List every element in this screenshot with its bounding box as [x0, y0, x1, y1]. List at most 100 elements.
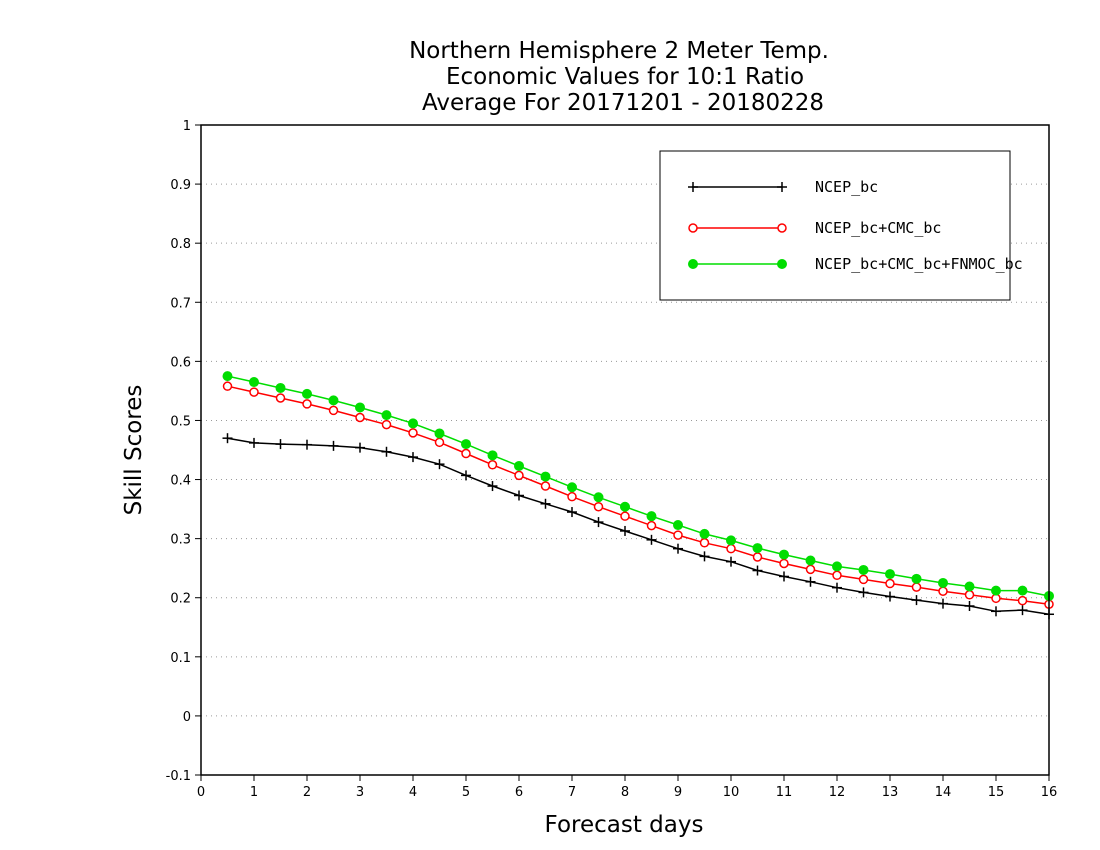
x-tick-label: 14: [935, 785, 952, 800]
data-point: [991, 585, 1001, 596]
data-point: [328, 405, 339, 416]
data-point: [699, 538, 710, 548]
legend-item: NCEP_bc+CMC_bc: [688, 219, 941, 237]
data-point: [673, 520, 683, 531]
data-point: [461, 439, 471, 450]
legend-marker: [688, 182, 698, 192]
data-point: [964, 601, 975, 611]
data-point: [249, 437, 259, 448]
data-point: [752, 543, 763, 554]
y-tick-label: 0.3: [170, 533, 191, 548]
x-tick-label: 8: [621, 785, 629, 800]
data-point: [514, 460, 524, 471]
data-point: [514, 470, 524, 481]
data-point: [911, 573, 922, 584]
legend-marker: [777, 182, 787, 192]
data-point: [620, 501, 630, 512]
data-point: [779, 558, 789, 569]
data-point: [461, 448, 471, 459]
legend-box: [659, 150, 1011, 301]
x-tick-label: 4: [409, 785, 417, 800]
data-point: [355, 402, 365, 413]
y-tick-label: 0.8: [170, 237, 191, 252]
series-lines: [222, 371, 1054, 620]
data-point: [911, 595, 922, 606]
data-point: [222, 433, 233, 444]
data-point: [355, 442, 365, 453]
data-point: [593, 501, 604, 512]
y-tick-label: 0.9: [170, 178, 191, 193]
chart-title-line-2: Economic Values for 10:1 Ratio: [446, 64, 804, 90]
data-point: [302, 439, 312, 450]
data-point: [752, 552, 763, 562]
x-tick-label: 12: [829, 785, 846, 800]
data-point: [540, 498, 551, 509]
data-point: [858, 574, 869, 585]
data-point: [249, 377, 259, 388]
y-tick-label: 0.1: [170, 651, 191, 666]
data-point: [381, 446, 392, 457]
data-point: [487, 460, 498, 470]
data-point: [328, 440, 339, 451]
series-3: [222, 371, 1054, 601]
data-point: [328, 395, 339, 406]
legend-marker: [688, 259, 698, 269]
series-line: [227, 375, 1050, 597]
data-point: [434, 428, 445, 439]
legend-label: NCEP_bc+CMC_bc: [815, 219, 941, 237]
data-point: [461, 470, 471, 481]
y-tick-label: 0.6: [170, 355, 191, 370]
data-point: [805, 564, 816, 575]
series-2: [222, 381, 1054, 609]
chart-title-line-1: Northern Hemisphere 2 Meter Temp.: [409, 38, 829, 64]
legend: NCEP_bc NCEP_bc+CMC_bc NCEP_bc+CMC_bc+FNMO…: [659, 150, 1023, 301]
x-tick-label: 1: [250, 785, 258, 800]
data-point: [540, 481, 551, 491]
x-tick-label: 16: [1041, 785, 1058, 800]
data-point: [646, 520, 657, 531]
data-point: [1017, 595, 1028, 606]
series-1: [222, 433, 1054, 620]
y-tick-label: 0: [183, 710, 191, 725]
legend-marker: [777, 259, 787, 269]
x-axis-label: Forecast days: [545, 812, 704, 838]
x-tick-label: 15: [988, 785, 1005, 800]
legend-label: NCEP_bc+CMC_bc+FNMOC_bc: [815, 255, 1023, 273]
data-point: [911, 582, 922, 592]
data-point: [885, 591, 895, 602]
chart-title: Northern Hemisphere 2 Meter Temp. Econom…: [409, 38, 829, 116]
data-point: [302, 399, 312, 409]
data-point: [567, 507, 577, 518]
data-point: [832, 582, 842, 593]
legend-marker: [777, 223, 787, 233]
data-point: [222, 371, 233, 382]
legend-item: NCEP_bc: [688, 178, 878, 196]
x-tick-label: 0: [197, 785, 205, 800]
chart-title-line-3: Average For 20171201 - 20180228: [422, 90, 824, 116]
data-point: [964, 590, 975, 600]
data-point: [408, 452, 418, 463]
data-point: [938, 598, 948, 609]
y-tick-label: 0.7: [170, 296, 191, 311]
data-point: [1017, 585, 1028, 596]
data-point: [408, 428, 418, 438]
data-point: [964, 581, 975, 592]
data-point: [487, 450, 498, 461]
data-point: [275, 393, 286, 403]
data-point: [514, 490, 524, 501]
x-tick-label: 13: [882, 785, 899, 800]
data-point: [593, 517, 604, 528]
x-tick-label: 3: [356, 785, 364, 800]
data-point: [249, 387, 259, 397]
data-point: [858, 587, 869, 598]
data-point: [885, 578, 895, 589]
data-point: [567, 491, 577, 502]
data-point: [832, 570, 842, 581]
data-point: [275, 382, 286, 393]
x-tick-label: 9: [674, 785, 682, 800]
data-point: [779, 571, 789, 582]
x-tick-label: 10: [723, 785, 740, 800]
data-point: [1017, 605, 1028, 616]
data-point: [540, 471, 551, 482]
